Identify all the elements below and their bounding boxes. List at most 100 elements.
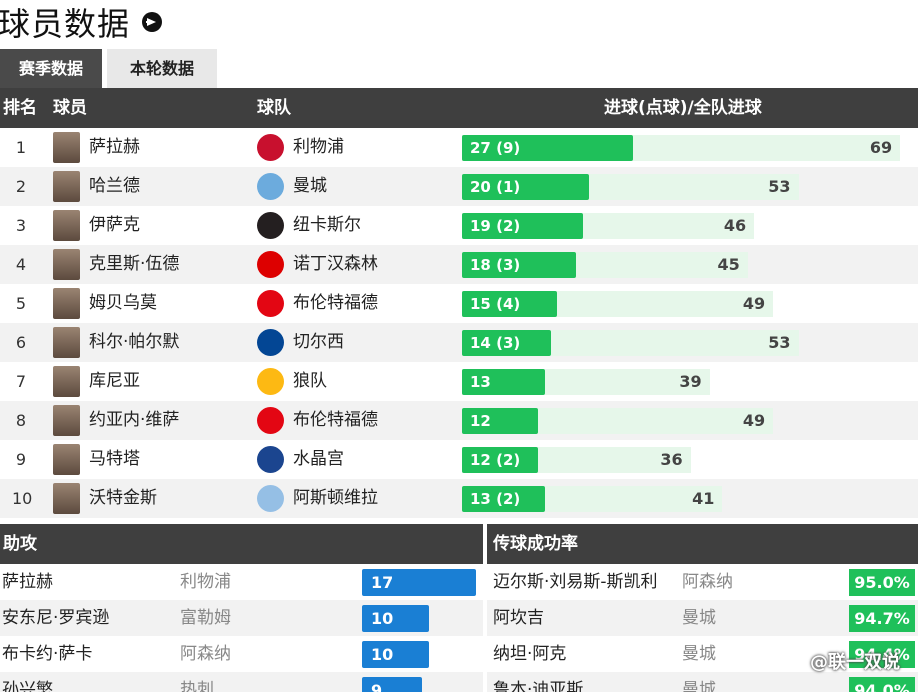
assist-count-bar: 10 [362,641,429,668]
team-name[interactable]: 布伦特福德 [293,410,378,430]
passing-row[interactable]: 鲁本·迪亚斯 曼城 94.0% [487,672,918,692]
team-name: 阿森纳 [180,644,231,664]
table-row[interactable]: 1 萨拉赫 利物浦 27 (9) 69 [0,128,918,167]
team-goals-total: 49 [742,294,766,313]
player-goals-bar: 18 (3) [462,252,577,278]
assist-count-bar: 10 [362,605,429,632]
team-name[interactable]: 阿斯顿维拉 [293,488,378,508]
team-name[interactable]: 诺丁汉森林 [293,254,378,274]
passing-row[interactable]: 阿坎吉 曼城 94.7% [487,600,918,636]
header-rank: 排名 [3,98,37,118]
table-row[interactable]: 4 克里斯·伍德 诺丁汉森林 18 (3) 45 [0,245,918,284]
team-name: 热刺 [180,680,214,692]
table-row[interactable]: 9 马特塔 水晶宫 12 (2) 36 [0,440,918,479]
player-goals-bar: 12 [462,408,539,434]
player-name[interactable]: 孙兴慜 [2,680,53,692]
assist-count-bar: 17 [362,569,476,596]
player-name[interactable]: 姆贝乌莫 [89,293,157,313]
team-crest-icon [257,290,284,317]
assist-count-bar: 9 [362,677,423,692]
assist-row[interactable]: 孙兴慜 热刺 9 [0,672,483,692]
team-goals-total: 39 [679,372,702,391]
tab-season-stats[interactable]: 赛季数据 [0,49,102,88]
player-name[interactable]: 鲁本·迪亚斯 [493,680,584,692]
team-goals-total: 46 [723,216,747,235]
table-row[interactable]: 10 沃特金斯 阿斯顿维拉 13 (2) 41 [0,479,918,518]
title-row: 球员数据 [0,0,918,44]
player-name[interactable]: 伊萨克 [89,215,140,235]
player-name[interactable]: 哈兰德 [89,176,140,196]
player-avatar [53,132,80,163]
passing-header: 传球成功率 [487,524,918,564]
table-row[interactable]: 6 科尔·帕尔默 切尔西 14 (3) 53 [0,323,918,362]
team-name[interactable]: 利物浦 [293,137,344,157]
player-name[interactable]: 克里斯·伍德 [89,254,180,274]
table-row[interactable]: 8 约亚内·维萨 布伦特福德 12 49 [0,401,918,440]
team-crest-icon [257,251,284,278]
assist-row[interactable]: 安东尼·罗宾逊 富勒姆 10 [0,600,483,636]
player-avatar [53,444,80,475]
player-name[interactable]: 库尼亚 [89,371,140,391]
player-name[interactable]: 纳坦·阿克 [493,644,567,664]
pass-accuracy-badge: 94.0% [849,677,915,692]
assist-row[interactable]: 萨拉赫 利物浦 17 [0,564,483,600]
passing-row[interactable]: 纳坦·阿克 曼城 94.4% [487,636,918,672]
player-name[interactable]: 迈尔斯·刘易斯-斯凯利 [493,572,658,592]
table-row[interactable]: 7 库尼亚 狼队 13 39 [0,362,918,401]
player-name[interactable]: 阿坎吉 [493,608,544,628]
passing-title: 传球成功率 [493,534,578,554]
team-goals-total: 53 [768,177,791,196]
rank-cell: 7 [15,372,27,391]
team-name[interactable]: 曼城 [293,176,327,196]
pass-accuracy-badge: 94.7% [849,605,915,632]
header-team: 球队 [257,98,291,118]
rank-cell: 4 [15,255,27,274]
player-name[interactable]: 马特塔 [89,449,140,469]
team-goals-total: 69 [869,138,893,157]
player-name[interactable]: 布卡约·萨卡 [2,644,93,664]
arrow-right-circle-icon[interactable] [142,12,163,32]
assists-title: 助攻 [3,534,37,554]
player-avatar [53,483,80,514]
team-name: 富勒姆 [180,608,231,628]
player-name[interactable]: 安东尼·罗宾逊 [2,608,110,628]
team-name[interactable]: 布伦特福德 [293,293,378,313]
team-crest-icon [257,407,284,434]
watermark: @联一双说 [810,652,900,673]
player-goals-bar: 19 (2) [462,213,583,239]
tab-bar: 赛季数据 本轮数据 [0,49,217,88]
rank-cell: 2 [15,177,27,196]
team-goals-total: 36 [660,450,683,469]
player-name[interactable]: 萨拉赫 [2,572,53,592]
team-name: 利物浦 [180,572,231,592]
assists-list: 萨拉赫 利物浦 17 安东尼·罗宾逊 富勒姆 10 布卡约·萨卡 阿森纳 10 孙兴慜 热刺 9 [0,564,483,692]
table-row[interactable]: 5 姆贝乌莫 布伦特福德 15 (4) 49 [0,284,918,323]
team-name[interactable]: 狼队 [293,371,327,391]
table-row[interactable]: 2 哈兰德 曼城 20 (1) 53 [0,167,918,206]
team-goals-total: 53 [768,333,791,352]
team-name[interactable]: 水晶宫 [293,449,344,469]
team-name[interactable]: 切尔西 [293,332,344,352]
assist-row[interactable]: 布卡约·萨卡 阿森纳 10 [0,636,483,672]
assists-header: 助攻 [0,524,483,564]
player-name[interactable]: 约亚内·维萨 [89,410,180,430]
team-crest-icon [257,446,284,473]
rank-cell: 9 [15,450,27,469]
player-goals-bar: 15 (4) [462,291,558,317]
player-name[interactable]: 科尔·帕尔默 [89,332,180,352]
passing-row[interactable]: 迈尔斯·刘易斯-斯凯利 阿森纳 95.0% [487,564,918,600]
team-crest-icon [257,368,284,395]
header-goals: 进球(点球)/全队进球 [604,98,762,118]
header-player: 球员 [53,98,87,118]
tab-round-stats[interactable]: 本轮数据 [107,49,217,88]
team-name: 曼城 [682,608,716,628]
player-goals-bar: 20 (1) [462,174,589,200]
player-goals-bar: 13 [462,369,545,395]
page-title: 球员数据 [0,5,131,43]
player-name[interactable]: 萨拉赫 [89,137,140,157]
team-goals-total: 49 [742,411,766,430]
player-name[interactable]: 沃特金斯 [89,488,157,508]
team-name[interactable]: 纽卡斯尔 [293,215,361,235]
table-row[interactable]: 3 伊萨克 纽卡斯尔 19 (2) 46 [0,206,918,245]
table-header: 排名 球员 球队 进球(点球)/全队进球 [0,88,918,128]
